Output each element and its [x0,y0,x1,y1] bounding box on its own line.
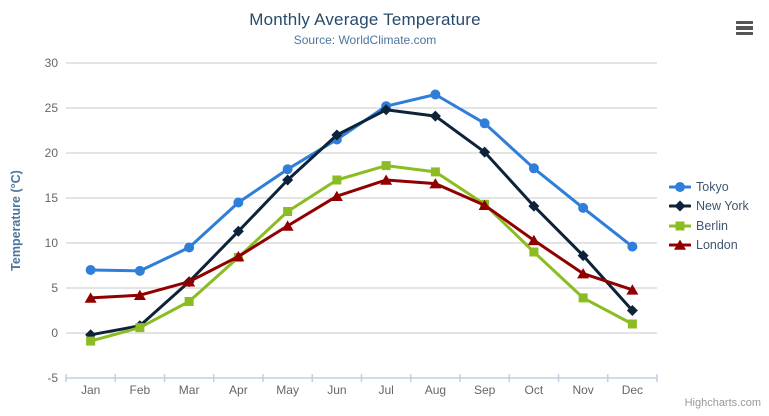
credits-link[interactable]: Highcharts.com [684,397,761,409]
x-axis-label: Mar [179,383,200,397]
data-point[interactable] [578,293,588,303]
data-point[interactable] [134,265,145,276]
legend-item-tokyo[interactable]: Tokyo [669,177,749,197]
data-point[interactable] [135,323,145,333]
hamburger-icon [736,26,753,30]
y-axis-label: 20 [45,146,59,160]
data-point[interactable] [283,207,293,216]
legend: Tokyo New York Berlin London [669,177,749,255]
legend-marker-icon [669,181,691,192]
data-point[interactable] [627,319,637,329]
chart-subtitle: Source: WorldClimate.com [293,33,437,47]
y-axis-title: Temperature (°C) [9,170,23,271]
y-axis-label: 25 [45,101,59,115]
data-point[interactable] [430,89,441,100]
data-point[interactable] [331,129,343,141]
data-point[interactable] [184,242,195,253]
data-point[interactable] [183,276,196,287]
data-point[interactable] [85,265,96,275]
x-axis-label: May [276,383,299,397]
x-axis-label: Jan [81,383,100,397]
legend-label: Berlin [696,218,728,233]
data-point[interactable] [380,104,392,116]
data-point[interactable] [232,225,244,237]
data-point[interactable] [430,167,440,177]
data-point[interactable] [380,174,393,185]
legend-symbol[interactable] [675,181,685,192]
data-point[interactable] [232,251,245,262]
data-point[interactable] [528,163,539,174]
series-berlin[interactable] [86,161,637,346]
legend-item-berlin[interactable]: Berlin [669,216,749,236]
data-point[interactable] [478,199,491,210]
data-point[interactable] [577,268,590,279]
hamburger-icon [736,31,753,35]
data-point[interactable] [330,190,343,201]
legend-marker-icon [669,239,691,251]
data-point[interactable] [527,234,540,246]
legend-symbol[interactable] [675,221,685,231]
data-point[interactable] [381,161,391,171]
series-line [89,108,634,337]
y-axis-label: 10 [45,236,59,250]
x-axis-label: Apr [229,383,248,397]
x-axis-label: Oct [525,383,544,397]
data-point[interactable] [479,146,491,158]
legend-symbol[interactable] [674,200,686,212]
data-point[interactable] [429,178,442,189]
hamburger-icon [736,21,753,25]
x-axis-label: Nov [572,383,593,397]
legend-marker-icon [669,200,691,212]
series-line [89,164,634,343]
x-axis-label: Aug [425,383,446,397]
chart-title: Monthly Average Temperature [249,10,481,29]
data-point[interactable] [479,118,490,129]
context-menu-button[interactable] [735,20,754,36]
x-axis-label: Sep [474,383,496,397]
series-line [89,178,634,300]
y-axis-label: 15 [45,191,59,205]
data-point[interactable] [281,220,294,231]
x-axis-label: Feb [130,383,151,397]
y-axis-label: -5 [47,371,58,385]
data-point[interactable] [84,292,97,303]
data-point[interactable] [282,164,293,175]
series-tokyo[interactable] [85,89,638,276]
data-point[interactable] [133,289,146,300]
data-point[interactable] [577,250,589,262]
data-point[interactable] [282,174,294,186]
data-point[interactable] [626,305,638,316]
data-point[interactable] [86,336,96,346]
legend-label: New York [696,199,749,214]
y-axis-label: 0 [51,326,58,340]
y-axis-label: 30 [45,56,59,70]
data-point[interactable] [578,202,589,213]
x-axis-label: Jul [378,383,393,397]
legend-label: Tokyo [696,179,729,194]
legend-item-new-york[interactable]: New York [669,197,749,217]
data-point[interactable] [626,284,639,295]
data-point[interactable] [332,175,342,185]
x-axis-label: Dec [622,383,643,397]
data-point[interactable] [627,241,638,252]
data-point[interactable] [184,297,194,306]
data-point[interactable] [529,247,539,257]
data-point[interactable] [528,200,540,212]
legend-symbol[interactable] [674,239,686,251]
x-axis-label: Jun [327,383,346,397]
series-london[interactable] [84,174,639,303]
data-point[interactable] [233,197,244,208]
legend-marker-icon [669,221,691,231]
legend-item-london[interactable]: London [669,236,749,256]
series-new-york[interactable] [85,104,638,341]
data-point[interactable] [429,110,441,122]
legend-label: London [696,238,738,253]
y-axis-label: 5 [51,281,58,295]
